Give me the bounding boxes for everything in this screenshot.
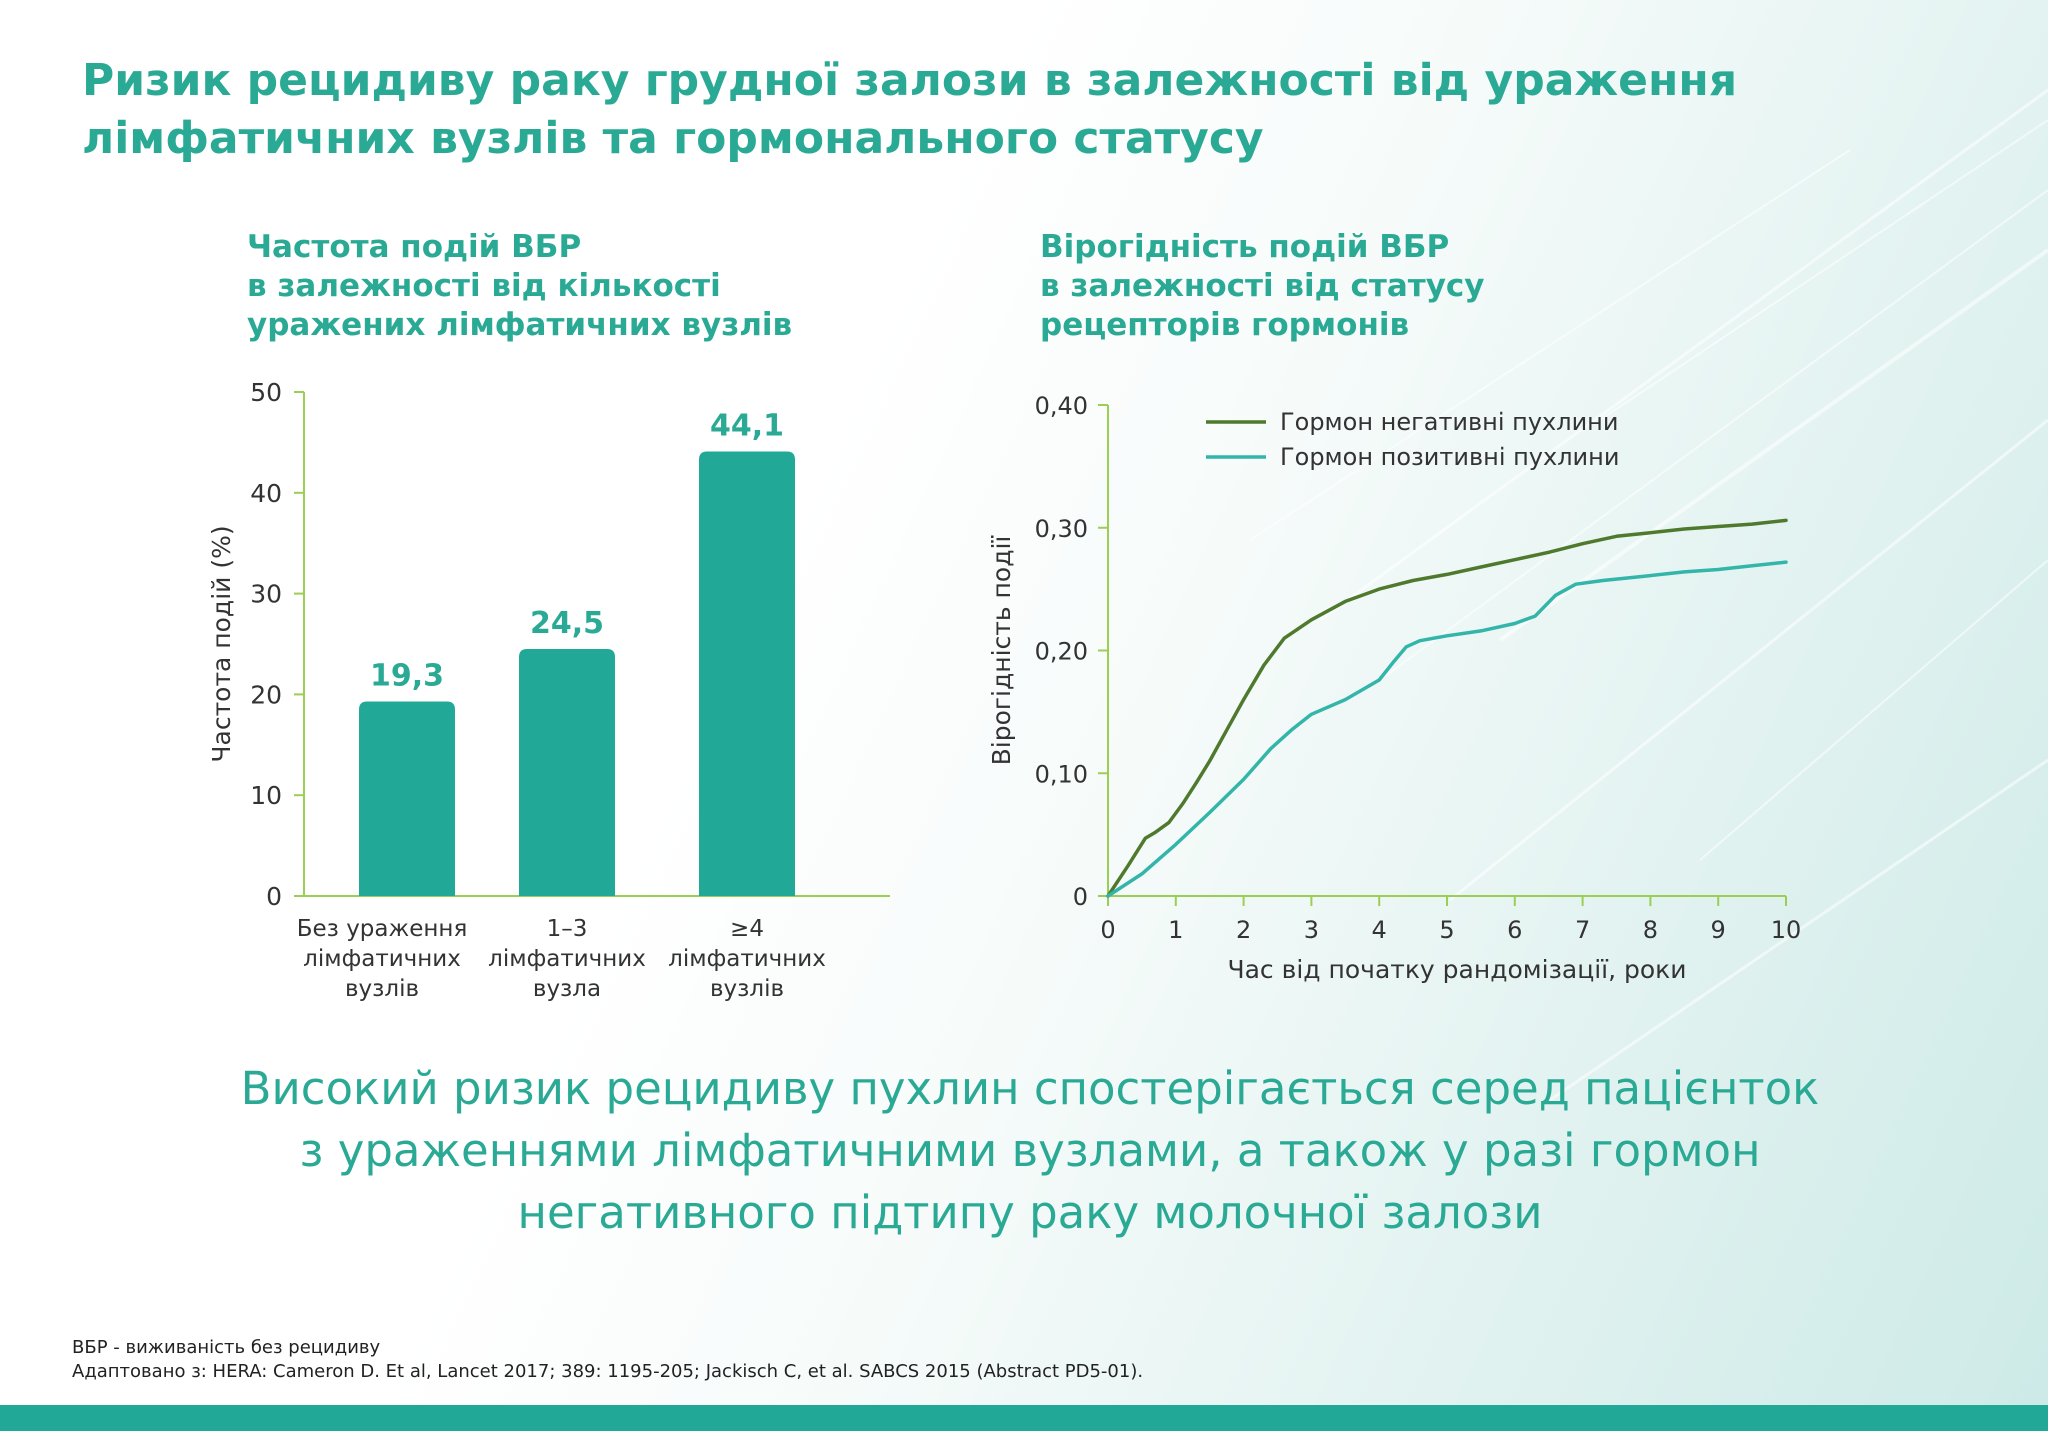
heading-line: рецепторів гормонів — [1040, 307, 1410, 343]
y-tick-label: 0,30 — [1035, 515, 1088, 543]
x-tick-label: 2 — [1236, 916, 1251, 944]
category-label-line: лімфатичних — [303, 946, 461, 972]
x-axis-label: Час від початку рандомізації, роки — [1227, 955, 1686, 984]
y-tick-label: 50 — [250, 378, 282, 407]
category-label-line: Без ураження — [297, 916, 468, 942]
category-label-line: ≥4 — [730, 916, 764, 942]
bar-chart-heading: Частота подій ВБР в залежності від кільк… — [247, 228, 792, 345]
heading-line: в залежності від статусу — [1040, 268, 1485, 304]
x-tick-label: 4 — [1372, 916, 1387, 944]
conclusion-text: Високий ризик рецидиву пухлин спостеріга… — [200, 1058, 1860, 1244]
x-category-label: ≥4 лімфатичних вузлів — [668, 916, 826, 1002]
bottom-band — [0, 1405, 2048, 1431]
heading-line: Вірогідність подій ВБР — [1040, 229, 1450, 265]
y-tick-label: 20 — [250, 680, 282, 709]
heading-line: Частота подій ВБР — [247, 229, 582, 265]
footnotes: ВБР - виживаність без рецидиву Адаптован… — [72, 1336, 1143, 1384]
x-tick-label: 3 — [1304, 916, 1319, 944]
x-tick-label: 5 — [1439, 916, 1454, 944]
x-tick-label: 7 — [1575, 916, 1590, 944]
abbreviation-note: ВБР - виживаність без рецидиву — [72, 1337, 381, 1358]
x-tick-label: 10 — [1771, 916, 1802, 944]
bar-value-label: 44,1 — [710, 408, 784, 443]
conclusion-line: Високий ризик рецидиву пухлин спостеріга… — [240, 1062, 1820, 1115]
y-tick-label: 0 — [266, 882, 282, 911]
heading-line: в залежності від кількості — [247, 268, 721, 304]
line-chart: 0 0,10 0,20 0,30 0,40 0 1 2 3 4 5 6 7 8 9 10 Час від поч… — [987, 392, 1802, 984]
conclusion-line: негативного підтипу раку молочної залози — [517, 1186, 1543, 1239]
series-line — [1106, 560, 1788, 898]
bar-chart: 0 10 20 30 40 50 Частота подій (%) 19,3 Без ураж… — [207, 378, 890, 1002]
y-tick-label: 0,10 — [1035, 760, 1088, 788]
bar-value-label: 19,3 — [370, 658, 444, 693]
y-tick-label: 0 — [1073, 883, 1088, 911]
y-tick-label: 0,20 — [1035, 638, 1088, 666]
x-category-label: 1–3 лімфатичних вузла — [488, 916, 646, 1002]
y-tick-label: 30 — [250, 580, 282, 609]
category-label-line: вузлів — [710, 976, 784, 1002]
y-tick-label: 10 — [250, 781, 282, 810]
x-category-label: Без ураження лімфатичних вузлів — [297, 916, 468, 1002]
bar-value-label: 24,5 — [530, 606, 604, 641]
category-label-line: вузла — [533, 976, 601, 1002]
series-line — [1106, 518, 1788, 898]
bar — [359, 701, 455, 896]
x-tick-label: 6 — [1507, 916, 1522, 944]
bar — [699, 451, 795, 896]
heading-line: уражених лімфатичних вузлів — [247, 307, 793, 343]
legend-label: Гормон негативні пухлини — [1280, 408, 1618, 436]
y-tick-label: 0,40 — [1035, 392, 1088, 420]
category-label-line: лімфатичних — [488, 946, 646, 972]
source-note: Адаптовано з: HERA: Cameron D. Et al, La… — [72, 1361, 1144, 1382]
bar — [519, 649, 615, 896]
y-axis-label: Вірогідність події — [987, 535, 1016, 766]
category-label-line: 1–3 — [547, 916, 588, 942]
y-axis-label: Частота подій (%) — [207, 525, 236, 762]
legend-label: Гормон позитивні пухлини — [1280, 443, 1619, 471]
category-label-line: лімфатичних — [668, 946, 826, 972]
x-tick-label: 9 — [1711, 916, 1726, 944]
category-label-line: вузлів — [345, 976, 419, 1002]
page-title: Ризик рецидиву раку грудної залози в зал… — [82, 52, 1882, 168]
x-tick-label: 1 — [1168, 916, 1183, 944]
conclusion-line: з ураженнями лімфатичними вузлами, а так… — [299, 1124, 1761, 1177]
title-line: лімфатичних вузлів та гормонального стат… — [82, 113, 1264, 164]
y-tick-label: 40 — [250, 479, 282, 508]
title-line: Ризик рецидиву раку грудної залози в зал… — [82, 55, 1738, 106]
line-chart-heading: Вірогідність подій ВБР в залежності від … — [1040, 228, 1485, 345]
x-tick-label: 0 — [1100, 916, 1115, 944]
x-tick-label: 8 — [1643, 916, 1658, 944]
